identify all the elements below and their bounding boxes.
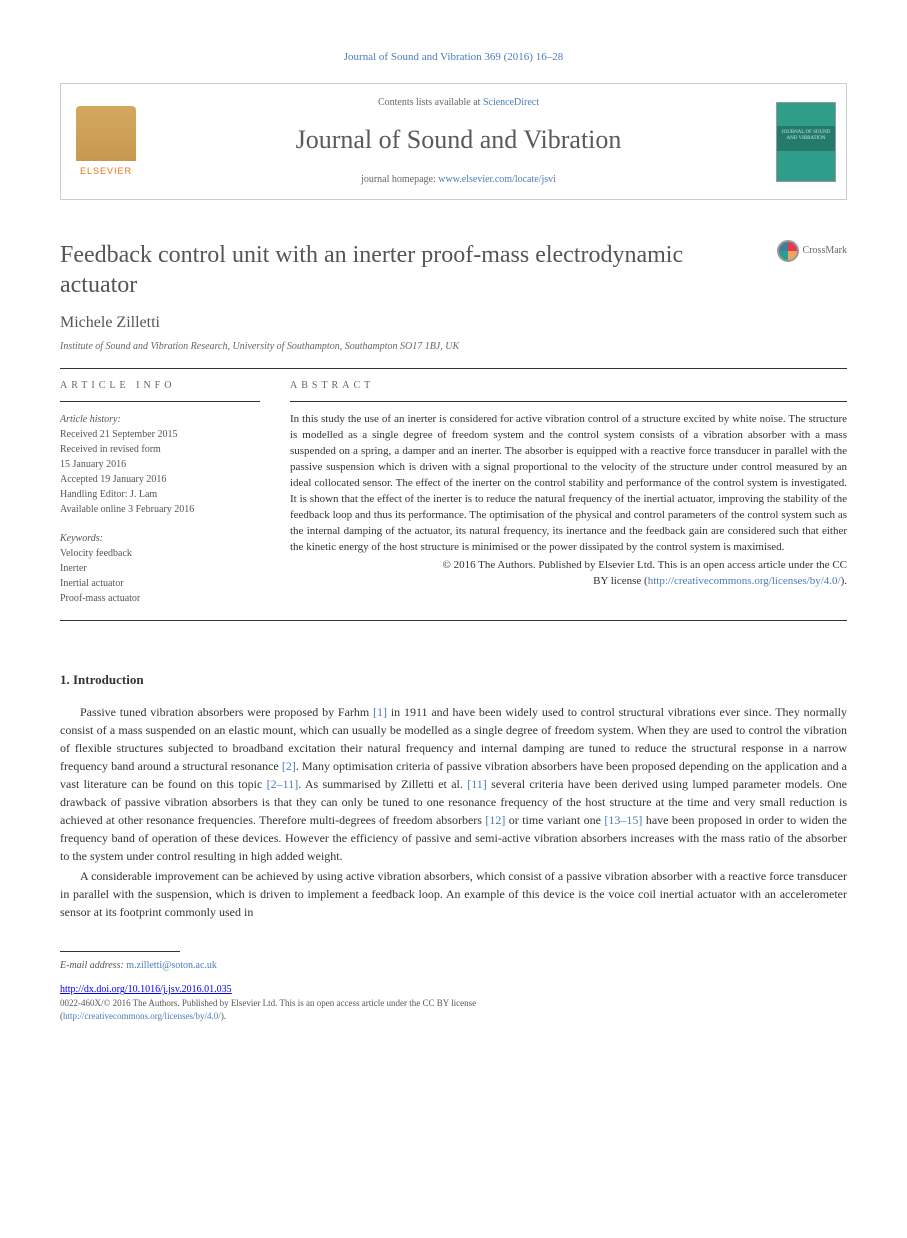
crossmark-label: CrossMark xyxy=(803,244,847,258)
citation-ref[interactable]: [2–11] xyxy=(267,777,299,791)
journal-header-box: ELSEVIER Contents lists available at Sci… xyxy=(60,83,847,199)
history-online: Available online 3 February 2016 xyxy=(60,502,260,517)
issn-license-line: 0022-460X/© 2016 The Authors. Published … xyxy=(60,997,847,1022)
abstract-column: ABSTRACT In this study the use of an ine… xyxy=(290,369,847,606)
keyword-item: Velocity feedback xyxy=(60,546,260,561)
author-affiliation: Institute of Sound and Vibration Researc… xyxy=(60,340,847,354)
cc-license-link-footer[interactable]: http://creativecommons.org/licenses/by/4… xyxy=(63,1011,221,1021)
citation-ref[interactable]: [2] xyxy=(282,759,296,773)
keywords-label: Keywords: xyxy=(60,531,260,546)
article-info-label: ARTICLE INFO xyxy=(60,369,260,402)
history-revised-date: 15 January 2016 xyxy=(60,457,260,472)
citation-ref[interactable]: [1] xyxy=(373,705,387,719)
footnote-separator xyxy=(60,951,180,952)
history-label: Article history: xyxy=(60,412,260,427)
crossmark-icon xyxy=(777,240,799,262)
issn-text: 0022-460X/© 2016 The Authors. Published … xyxy=(60,998,476,1008)
text-run: Passive tuned vibration absorbers were p… xyxy=(80,705,373,719)
paren-close: ). xyxy=(221,1011,226,1021)
crossmark-badge[interactable]: CrossMark xyxy=(777,240,847,262)
article-title: Feedback control unit with an inerter pr… xyxy=(60,240,777,300)
abstract-text: In this study the use of an inerter is c… xyxy=(290,412,847,555)
journal-cover-cell: JOURNAL OF SOUND AND VIBRATION xyxy=(766,84,846,198)
email-label: E-mail address: xyxy=(60,960,126,971)
citation-ref[interactable]: [11] xyxy=(467,777,487,791)
divider xyxy=(60,620,847,621)
sciencedirect-link[interactable]: ScienceDirect xyxy=(483,97,539,108)
keyword-item: Inertial actuator xyxy=(60,576,260,591)
history-accepted: Accepted 19 January 2016 xyxy=(60,472,260,487)
citation-line: Journal of Sound and Vibration 369 (2016… xyxy=(60,50,847,65)
author-email-link[interactable]: m.zilletti@soton.ac.uk xyxy=(126,960,217,971)
homepage-prefix: journal homepage: xyxy=(361,174,438,185)
email-footnote: E-mail address: m.zilletti@soton.ac.uk xyxy=(60,958,847,973)
body-paragraph: A considerable improvement can be achiev… xyxy=(60,867,847,921)
homepage-url-link[interactable]: www.elsevier.com/locate/jsvi xyxy=(438,174,556,185)
body-paragraph: Passive tuned vibration absorbers were p… xyxy=(60,703,847,865)
keywords-block: Keywords: Velocity feedback Inerter Iner… xyxy=(60,531,260,606)
copyright-line2-suffix: ). xyxy=(841,575,847,587)
publisher-name: ELSEVIER xyxy=(80,165,132,178)
homepage-line: journal homepage: www.elsevier.com/locat… xyxy=(161,173,756,187)
article-info-column: ARTICLE INFO Article history: Received 2… xyxy=(60,369,260,606)
citation-ref[interactable]: [12] xyxy=(485,813,505,827)
doi-line: http://dx.doi.org/10.1016/j.jsv.2016.01.… xyxy=(60,983,847,997)
keyword-item: Proof-mass actuator xyxy=(60,591,260,606)
history-editor: Handling Editor: J. Lam xyxy=(60,487,260,502)
text-run: . As summarised by Zilletti et al. xyxy=(298,777,467,791)
publisher-logo-cell: ELSEVIER xyxy=(61,84,151,198)
citation-ref[interactable]: [13–15] xyxy=(604,813,642,827)
contents-prefix: Contents lists available at xyxy=(378,97,483,108)
header-center: Contents lists available at ScienceDirec… xyxy=(151,84,766,198)
copyright-line1: © 2016 The Authors. Published by Elsevie… xyxy=(443,559,848,571)
contents-available-line: Contents lists available at ScienceDirec… xyxy=(161,96,756,110)
section-heading-introduction: 1. Introduction xyxy=(60,671,847,689)
article-history-block: Article history: Received 21 September 2… xyxy=(60,412,260,517)
cc-license-link[interactable]: http://creativecommons.org/licenses/by/4… xyxy=(648,575,841,587)
copyright-line2-prefix: BY license ( xyxy=(593,575,648,587)
elsevier-logo[interactable]: ELSEVIER xyxy=(71,102,141,182)
keyword-item: Inerter xyxy=(60,561,260,576)
abstract-label: ABSTRACT xyxy=(290,369,847,402)
elsevier-tree-icon xyxy=(76,106,136,161)
journal-name: Journal of Sound and Vibration xyxy=(161,122,756,158)
author-name: Michele Zilletti xyxy=(60,312,847,334)
cover-title-band: JOURNAL OF SOUND AND VIBRATION xyxy=(777,126,835,151)
journal-cover-thumbnail[interactable]: JOURNAL OF SOUND AND VIBRATION xyxy=(776,102,836,182)
text-run: or time variant one xyxy=(505,813,604,827)
doi-link[interactable]: http://dx.doi.org/10.1016/j.jsv.2016.01.… xyxy=(60,984,232,995)
copyright-text: © 2016 The Authors. Published by Elsevie… xyxy=(290,558,847,590)
history-revised: Received in revised form xyxy=(60,442,260,457)
history-received: Received 21 September 2015 xyxy=(60,427,260,442)
